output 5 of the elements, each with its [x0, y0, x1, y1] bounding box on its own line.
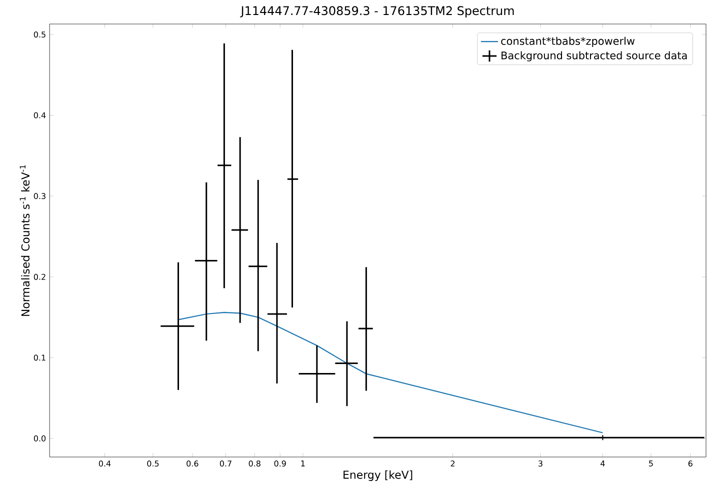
legend-label: constant*tbabs*zpowerlw [501, 36, 635, 47]
x-axis-title: Energy [keV] [344, 470, 412, 481]
y-axis-title: Normalised Counts s$^{-1}$ keV$^{-1}$ [20, 165, 30, 316]
legend-label: Background subtracted source data [502, 51, 687, 62]
chart-title: J114447.77-430859.3 - 176135TM2 Spectrum [240, 6, 514, 18]
